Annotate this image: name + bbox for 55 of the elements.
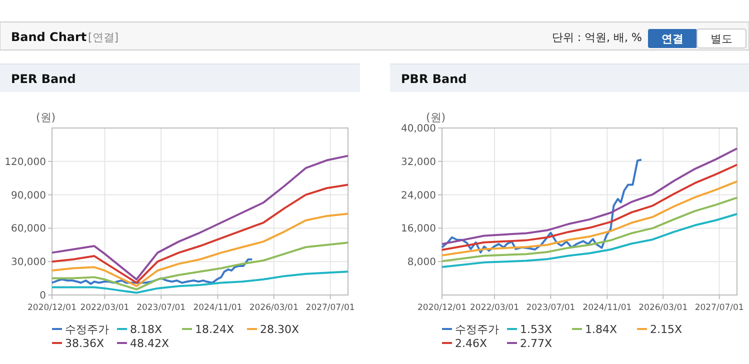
line-series — [441, 158, 642, 254]
y-tick-label: 30,000 — [11, 257, 46, 268]
text: 단위 : 억원, 배, % — [552, 31, 642, 44]
line-series — [51, 258, 254, 285]
legend-label: 48.42X — [130, 336, 170, 350]
chart-title: PBR Band — [401, 72, 467, 86]
toggle-button-selected: 연결 — [648, 29, 697, 48]
line-series — [441, 180, 738, 256]
y-tick-label: 120,000 — [4, 156, 46, 168]
x-tick-label: 2022/03/01 — [80, 303, 130, 313]
y-tick-label: 40,000 — [401, 124, 436, 134]
x-tick-label: 2020/12/01 — [418, 303, 466, 313]
x-tick-label: 2024/11/01 — [193, 303, 242, 313]
legend-label: 2.77X — [520, 336, 552, 350]
text: [연결] — [88, 31, 119, 44]
legend-label: 38.36X — [65, 336, 104, 350]
y-tick-label: 16,000 — [401, 224, 436, 235]
legend-label: 8.18X — [130, 322, 162, 336]
line-series — [51, 270, 349, 294]
line-series — [441, 213, 738, 268]
x-tick-label: 2024/11/01 — [582, 303, 632, 313]
y-tick-label: 8,000 — [407, 257, 436, 268]
legend-label: 28.30X — [260, 322, 300, 336]
x-tick-label: 2027/07/01 — [694, 303, 744, 313]
toggle-button: 별도 — [696, 28, 746, 48]
y-tick-label: 60,000 — [11, 224, 46, 235]
legend-label: 수정주가 — [455, 322, 499, 336]
x-tick-label: 2026/03/01 — [638, 303, 688, 313]
x-tick-label: 2020/12/01 — [28, 303, 76, 313]
y-axis-title: (원) — [426, 111, 446, 124]
legend-label: 18.24X — [195, 322, 234, 336]
x-tick-label: 2023/07/01 — [526, 303, 576, 313]
y-tick-label: 24,000 — [401, 190, 436, 202]
line-series — [51, 212, 349, 288]
legend-label: 2.46X — [455, 336, 488, 350]
legend-label: 2.15X — [650, 322, 682, 336]
x-tick-label: 2026/03/01 — [249, 303, 298, 313]
x-tick-label: 2023/07/01 — [136, 303, 186, 313]
line-series — [441, 196, 738, 262]
line-series — [51, 184, 349, 284]
line-series — [441, 164, 738, 251]
legend-label: 수정주가 — [65, 322, 109, 336]
y-tick-label: 90,000 — [11, 190, 46, 202]
y-axis-title: (원) — [36, 111, 56, 124]
x-tick-label: 2022/03/01 — [470, 303, 520, 313]
chart-title: PER Band — [11, 72, 76, 86]
legend-label: 1.53X — [520, 322, 552, 336]
text: Band Chart — [11, 30, 87, 44]
y-tick-label: 32,000 — [401, 156, 436, 168]
line-series — [51, 242, 349, 290]
y-tick-label: 0 — [40, 290, 46, 302]
line-series — [441, 147, 738, 246]
x-tick-label: 2027/07/01 — [306, 303, 355, 313]
legend-label: 1.84X — [585, 322, 618, 336]
line-series — [51, 154, 349, 280]
